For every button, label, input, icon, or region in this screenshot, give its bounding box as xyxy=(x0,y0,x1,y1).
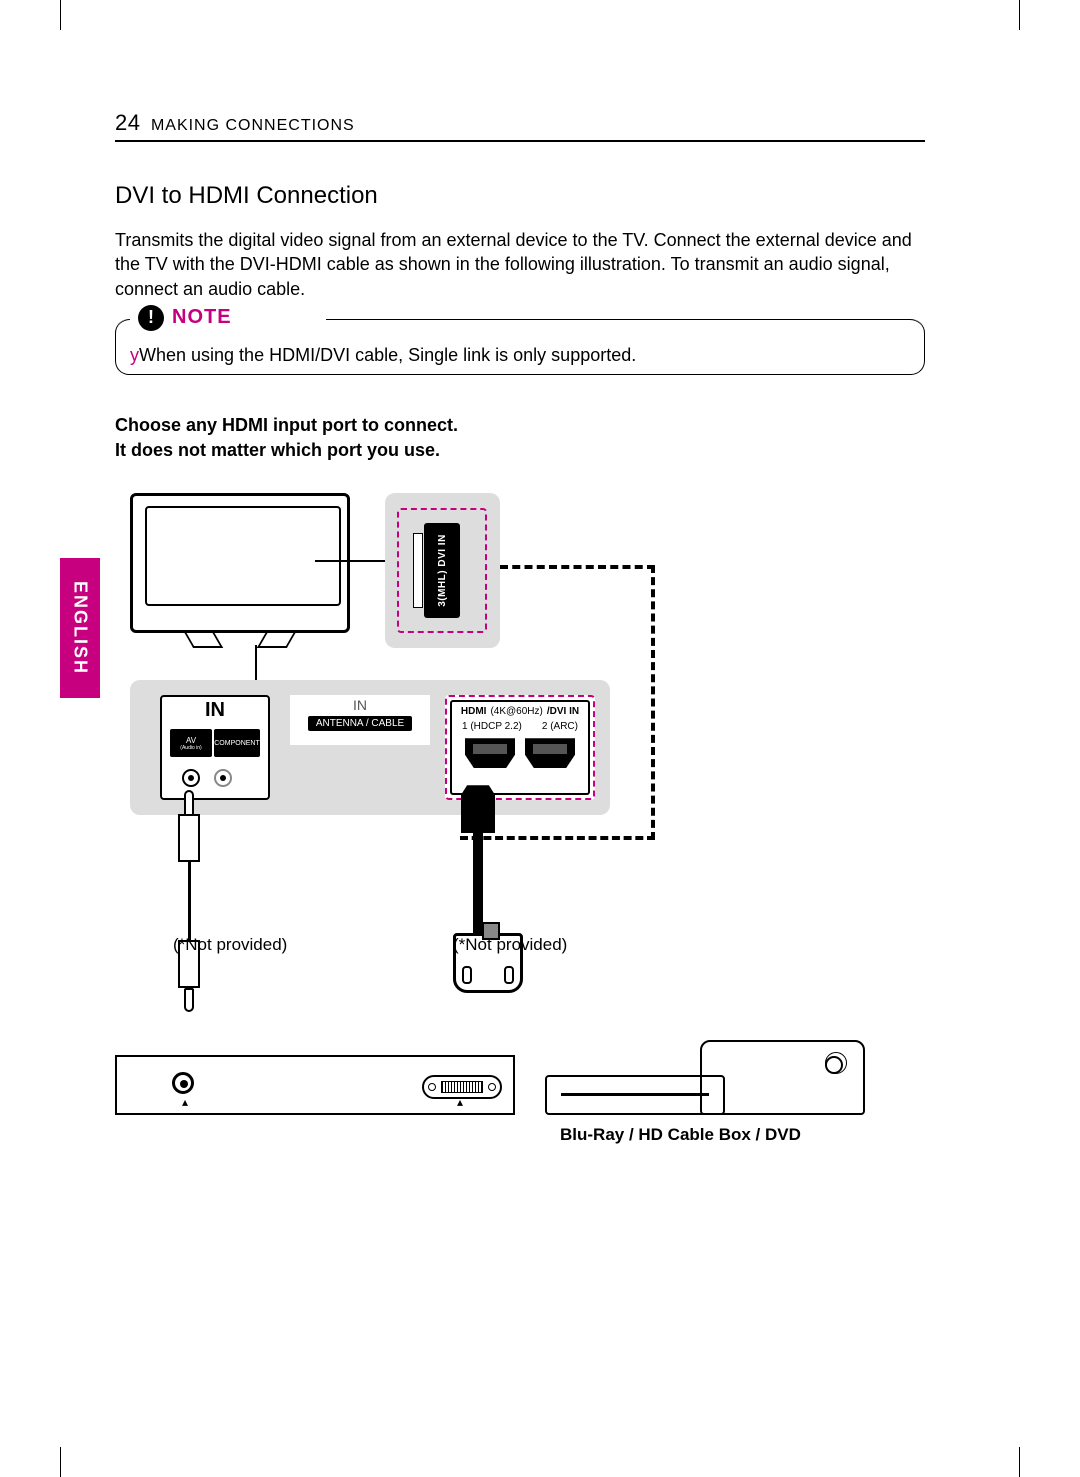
connection-diagram: HDMI (4K@60Hz)/ 3(MHL) DVI IN IN AV (Aud… xyxy=(115,485,875,1145)
page-content: 24 MAKING CONNECTIONS DVI to HDMI Connec… xyxy=(115,110,925,1145)
language-tab: ENGLISH xyxy=(60,558,100,698)
intro-text: Transmits the digital video signal from … xyxy=(115,228,925,301)
component-jack-icon xyxy=(214,769,232,787)
tv-icon xyxy=(130,493,350,633)
note-item: yWhen using the HDMI/DVI cable, Single l… xyxy=(130,345,910,366)
hdmi-port-2-label: 2 (ARC) xyxy=(542,721,578,732)
hdmi-port-icon xyxy=(465,738,515,768)
audio-cable-icon xyxy=(175,790,203,1060)
heading: DVI to HDMI Connection xyxy=(115,182,925,210)
av-port-label: AV (Audio in) xyxy=(170,729,212,757)
section-label: MAKING CONNECTIONS xyxy=(151,117,355,134)
external-device-rear: ▴ ▴ xyxy=(115,1055,515,1115)
antenna-port: IN ANTENNA / CABLE xyxy=(290,695,430,745)
instruction: Choose any HDMI input port to connect. I… xyxy=(115,413,925,463)
side-port-zoom: HDMI (4K@60Hz)/ 3(MHL) DVI IN xyxy=(385,493,500,648)
audio-jack-icon xyxy=(172,1072,194,1094)
in-label: IN xyxy=(162,699,268,722)
player-device-icon xyxy=(545,1075,725,1115)
hdmi-port-icon xyxy=(525,738,575,768)
not-provided-label: (*Not provided) xyxy=(173,935,287,955)
page-header: 24 MAKING CONNECTIONS xyxy=(115,110,925,142)
component-port-label: COMPONENT xyxy=(214,729,260,757)
note-label: NOTE xyxy=(172,306,232,329)
page-number: 24 xyxy=(115,110,140,135)
not-provided-label: (*Not provided) xyxy=(453,935,567,955)
player-device-icon xyxy=(700,1040,865,1115)
av-jack-icon xyxy=(182,769,200,787)
note-box: ! NOTE yWhen using the HDMI/DVI cable, S… xyxy=(115,319,925,375)
device-label: Blu-Ray / HD Cable Box / DVD xyxy=(560,1125,801,1145)
hdmi-port-1-label: 1 (HDCP 2.2) xyxy=(462,721,522,732)
note-icon: ! xyxy=(138,305,164,331)
